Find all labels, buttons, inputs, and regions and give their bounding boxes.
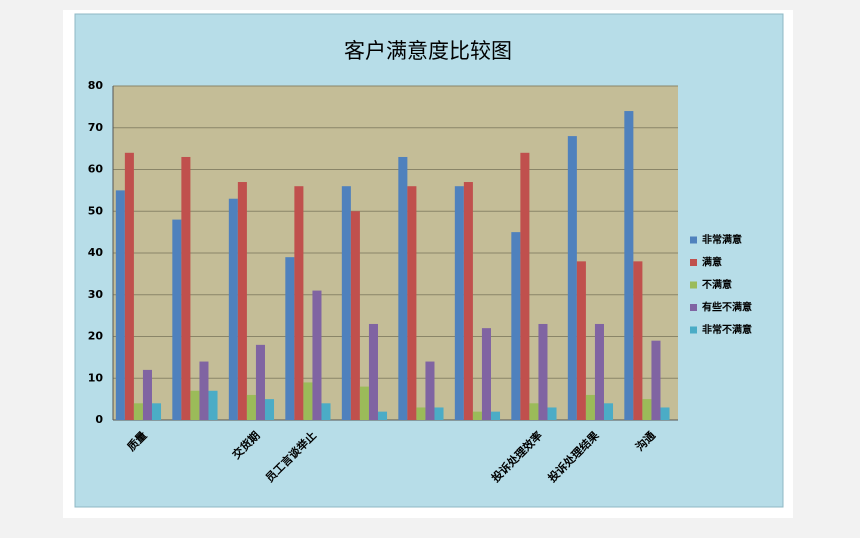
- y-tick-label: 10: [88, 371, 104, 384]
- bar: [594, 323, 604, 420]
- bar: [255, 344, 265, 420]
- bar: [172, 219, 182, 420]
- bar: [294, 186, 304, 420]
- y-tick-label: 30: [88, 288, 104, 301]
- y-tick-label: 60: [88, 163, 104, 176]
- bar: [181, 156, 191, 420]
- bar: [350, 211, 360, 420]
- bar: [463, 182, 473, 420]
- y-tick-label: 80: [88, 79, 104, 92]
- legend-swatch: [690, 304, 697, 311]
- bar: [416, 407, 426, 420]
- chart-title: 客户满意度比较图: [344, 39, 512, 63]
- y-tick-label: 20: [88, 330, 104, 343]
- bar: [585, 394, 595, 420]
- bar: [434, 407, 444, 420]
- bar: [237, 182, 247, 420]
- bar: [624, 111, 634, 421]
- bar: [520, 152, 530, 421]
- bar: [312, 290, 322, 420]
- legend-label: 满意: [702, 256, 722, 269]
- bar: [529, 403, 539, 420]
- bar: [511, 232, 521, 420]
- legend-swatch: [690, 259, 697, 266]
- bar: [285, 257, 295, 420]
- bar: [576, 261, 586, 420]
- legend-label: 不满意: [702, 278, 732, 291]
- bar: [208, 390, 218, 420]
- bar: [199, 361, 209, 420]
- bar: [264, 399, 275, 420]
- bar: [377, 411, 388, 420]
- bar: [407, 186, 417, 420]
- bar: [603, 403, 614, 420]
- bar: [190, 390, 200, 420]
- bar: [633, 261, 643, 420]
- bar: [303, 382, 313, 420]
- bar: [567, 136, 577, 420]
- legend-swatch: [690, 281, 697, 289]
- bar: [398, 156, 408, 420]
- bar: [228, 198, 238, 420]
- bar: [547, 407, 557, 420]
- y-tick-label: 50: [88, 204, 104, 217]
- y-tick-label: 40: [88, 246, 104, 259]
- bar: [472, 411, 482, 420]
- bar: [133, 403, 143, 420]
- bar: [142, 369, 152, 420]
- bar: [490, 411, 501, 420]
- bar: [359, 386, 369, 420]
- bar: [124, 152, 134, 421]
- bar: [660, 407, 670, 420]
- bar: [538, 323, 548, 420]
- y-tick-label: 70: [88, 121, 104, 134]
- bar: [341, 186, 351, 420]
- bar: [321, 403, 331, 420]
- legend-label: 非常不满意: [702, 323, 752, 336]
- bar: [481, 328, 491, 420]
- bar: [425, 361, 435, 420]
- bar: [642, 399, 652, 420]
- bar: [151, 403, 162, 420]
- legend-swatch: [690, 326, 697, 334]
- legend-label: 非常满意: [702, 233, 742, 246]
- legend-label: 有些不满意: [702, 301, 752, 314]
- bar: [368, 323, 378, 420]
- bar: [651, 340, 661, 420]
- legend-swatch: [690, 236, 697, 244]
- y-tick-label: 0: [95, 413, 103, 426]
- bar: [454, 186, 464, 420]
- bar: [246, 394, 256, 420]
- bar: [115, 190, 125, 420]
